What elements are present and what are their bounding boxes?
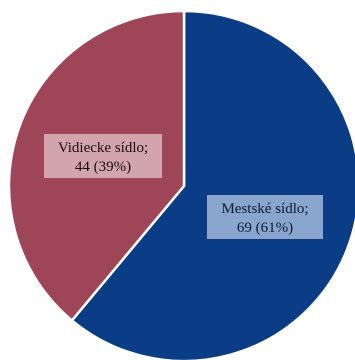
pie-labels: Mestské sídlo; 69 (61%) Vidiecke sídlo; 44 … (44, 134, 323, 239)
data-label-vidiecke-sidlo: Vidiecke sídlo; 44 (39%) (44, 134, 162, 178)
data-label-mestske-sidlo: Mestské sídlo; 69 (61%) (207, 195, 323, 239)
data-label-value: 69 (61%) (237, 220, 293, 236)
data-label-box (207, 195, 323, 239)
data-label-name: Mestské sídlo; (221, 201, 308, 217)
data-label-value: 44 (39%) (75, 159, 131, 175)
pie-slice-mestske-sidlo (70, 9, 355, 360)
pie-slices (7, 9, 355, 360)
data-label-box (44, 134, 162, 178)
data-label-name: Vidiecke sídlo; (58, 140, 148, 156)
